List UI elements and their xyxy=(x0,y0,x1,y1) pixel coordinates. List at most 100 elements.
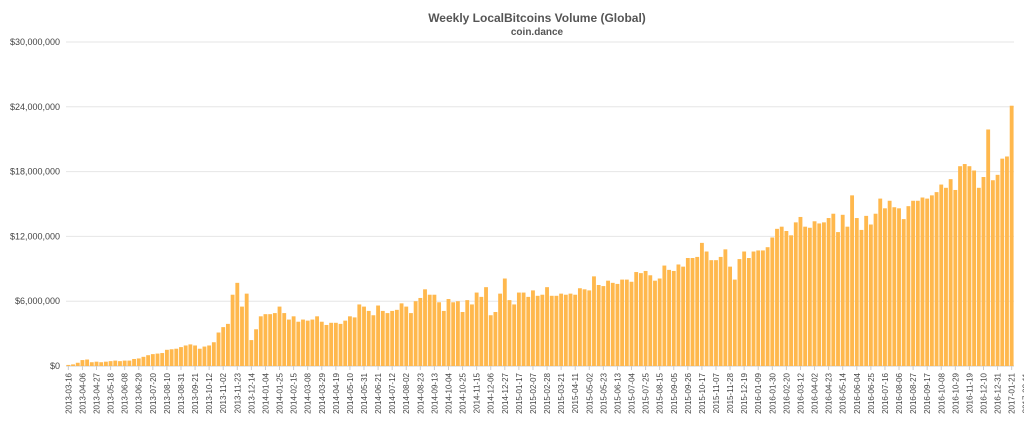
bar xyxy=(573,294,578,366)
bar xyxy=(953,189,958,366)
bars xyxy=(66,105,1014,366)
x-tick-label: 2015-10-17 xyxy=(698,372,707,413)
bar xyxy=(108,361,113,366)
bar xyxy=(488,315,493,366)
bar xyxy=(554,295,559,366)
bar xyxy=(920,197,925,366)
bar xyxy=(526,296,531,366)
x-tick-label: 2014-05-31 xyxy=(360,372,369,413)
bar xyxy=(169,349,174,366)
bar xyxy=(376,305,381,366)
bar xyxy=(751,251,756,366)
bar xyxy=(873,213,878,366)
bar xyxy=(577,288,582,366)
bar xyxy=(944,187,948,366)
bar xyxy=(113,360,118,366)
bar xyxy=(559,293,564,366)
bar xyxy=(990,180,995,366)
y-tick-label: $30,000,000 xyxy=(10,37,60,47)
bar xyxy=(493,312,498,366)
bar xyxy=(498,293,503,366)
bar xyxy=(756,250,761,366)
x-tick-label: 2014-12-06 xyxy=(487,372,496,413)
x-tick-label: 2016-03-12 xyxy=(796,372,805,413)
bar xyxy=(728,266,732,366)
bar xyxy=(681,266,686,366)
x-tick-label: 2016-12-31 xyxy=(994,372,1003,413)
bar xyxy=(263,314,268,366)
x-tick-label: 2014-01-04 xyxy=(261,372,270,413)
bar xyxy=(817,223,822,366)
bar xyxy=(878,198,883,366)
bar xyxy=(615,283,620,366)
x-tick-label: 2014-08-02 xyxy=(402,372,411,413)
bar xyxy=(141,356,146,366)
bar xyxy=(624,279,629,366)
bar xyxy=(620,279,625,366)
bar xyxy=(132,358,136,366)
x-tick-label: 2013-04-27 xyxy=(93,372,102,413)
bar xyxy=(324,324,329,366)
bar xyxy=(822,222,826,366)
bar xyxy=(840,214,845,366)
bar xyxy=(582,289,587,366)
x-tick-label: 2015-03-21 xyxy=(557,372,566,413)
x-tick-label: 2014-10-25 xyxy=(459,372,468,413)
x-tick-label: 2013-11-02 xyxy=(219,372,228,413)
bar xyxy=(807,227,812,366)
bar xyxy=(864,215,869,366)
chart-title: Weekly LocalBitcoins Volume (Global) xyxy=(428,11,646,25)
x-tick-label: 2016-01-30 xyxy=(768,372,777,413)
bar xyxy=(911,200,916,366)
bar xyxy=(690,258,695,366)
bar xyxy=(521,292,526,366)
bar xyxy=(89,362,94,366)
bar xyxy=(1000,158,1005,366)
bar xyxy=(972,170,977,366)
bar xyxy=(531,290,535,366)
x-tick-label: 2014-07-12 xyxy=(388,372,397,413)
x-tick-label: 2016-06-04 xyxy=(853,372,862,413)
bar xyxy=(75,362,80,366)
bar xyxy=(287,319,291,366)
x-tick-label: 2013-04-06 xyxy=(78,372,87,413)
bar xyxy=(216,332,221,366)
y-axis-ticks: $0 $6,000,000 $12,000,000 $18,000,000 $24,00… xyxy=(10,37,60,371)
bar xyxy=(479,296,484,366)
bar xyxy=(1009,105,1014,366)
bar xyxy=(268,314,273,366)
bar xyxy=(995,174,1000,366)
bar xyxy=(296,321,301,366)
x-tick-label: 2016-08-27 xyxy=(909,372,918,413)
x-tick-label: 2013-10-12 xyxy=(205,372,214,413)
x-tick-label: 2014-01-25 xyxy=(276,372,285,413)
y-tick-label: $12,000,000 xyxy=(10,231,60,241)
bar xyxy=(197,348,202,366)
bar xyxy=(545,287,549,366)
bar xyxy=(662,265,667,366)
bar xyxy=(742,251,747,366)
bar xyxy=(474,292,479,366)
bar xyxy=(516,292,521,366)
bar xyxy=(319,321,324,366)
bar xyxy=(343,320,348,366)
bar xyxy=(634,272,639,366)
x-tick-label: 2016-09-17 xyxy=(923,372,932,413)
bar xyxy=(643,270,648,366)
bar xyxy=(929,195,934,366)
bar xyxy=(887,200,892,366)
x-axis-ticks: 2013-03-16 2013-04-06 2013-04-27 2013-05-18… xyxy=(64,366,1024,414)
bar xyxy=(254,329,258,366)
x-tick-label: 2013-06-29 xyxy=(135,372,144,413)
bar xyxy=(563,294,568,366)
bar xyxy=(103,361,108,366)
bar xyxy=(915,200,920,366)
bar xyxy=(592,276,596,366)
bar xyxy=(587,290,592,366)
bar xyxy=(709,260,714,366)
bar xyxy=(765,247,770,366)
bar xyxy=(155,353,160,366)
bar xyxy=(385,313,390,366)
x-tick-label: 2016-11-19 xyxy=(965,372,974,413)
bar xyxy=(714,260,718,366)
